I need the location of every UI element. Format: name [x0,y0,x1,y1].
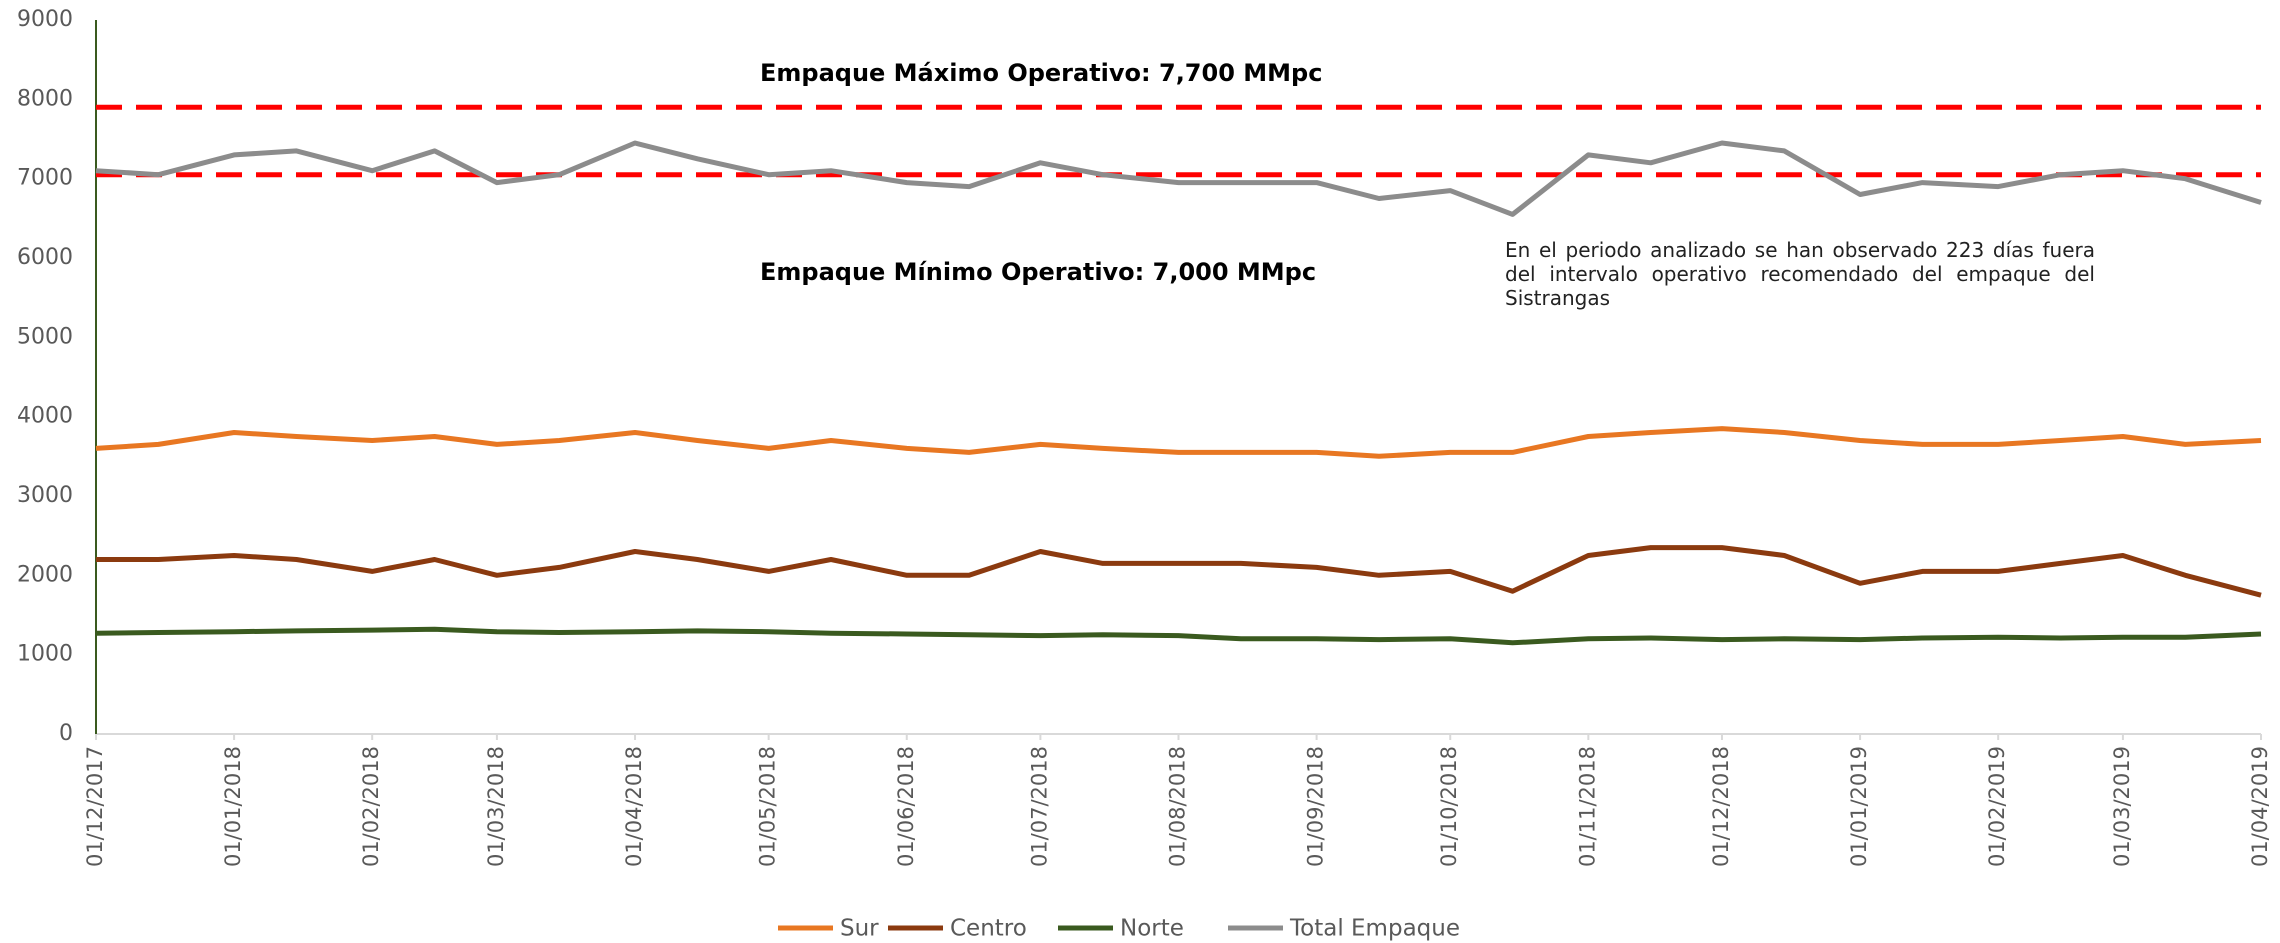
y-tick-label: 4000 [17,404,73,429]
annotation: Empaque Máximo Operativo: 7,700 MMpc [760,59,1322,87]
legend-label: Centro [950,916,1027,942]
x-tick-label: 01/12/2017 [83,746,107,867]
x-tick-label: 01/02/2019 [1985,746,2009,867]
x-tick-label: 01/03/2019 [2110,746,2134,867]
x-tick-label: 01/07/2018 [1027,746,1051,867]
x-tick-label: 01/08/2018 [1166,746,1190,867]
legend-label: Total Empaque [1289,916,1460,942]
x-tick-label: 01/06/2018 [894,746,918,867]
legend-label: Sur [840,916,879,942]
y-tick-label: 2000 [17,562,73,587]
y-tick-label: 5000 [17,324,73,349]
y-tick-label: 3000 [17,483,73,508]
x-tick-label: 01/04/2019 [2248,746,2272,867]
y-tick-label: 8000 [17,86,73,111]
x-tick-label: 01/09/2018 [1304,746,1328,867]
x-tick-label: 01/05/2018 [756,746,780,867]
x-tick-label: 01/03/2018 [484,746,508,867]
y-tick-label: 9000 [17,7,73,32]
x-tick-label: 01/04/2018 [622,746,646,867]
y-tick-label: 1000 [17,642,73,667]
y-tick-label: 7000 [17,166,73,191]
x-tick-label: 01/10/2018 [1437,746,1461,867]
series-line [95,140,2262,217]
series-line [96,545,2262,598]
x-tick-label: 01/12/2018 [1709,746,1733,867]
series-line [95,626,2262,646]
series-line [95,426,2262,459]
y-tick-label: 6000 [17,245,73,270]
x-tick-label: 01/01/2019 [1847,746,1871,867]
x-tick-label: 01/02/2018 [359,746,383,867]
annotation: Empaque Mínimo Operativo: 7,000 MMpc [760,258,1316,286]
x-tick-label: 01/11/2018 [1575,746,1599,867]
annotation-note: En el periodo analizado se han observado… [1505,238,2095,310]
x-tick-label: 01/01/2018 [221,746,245,867]
legend-label: Norte [1120,916,1184,942]
y-tick-label: 0 [59,721,73,746]
